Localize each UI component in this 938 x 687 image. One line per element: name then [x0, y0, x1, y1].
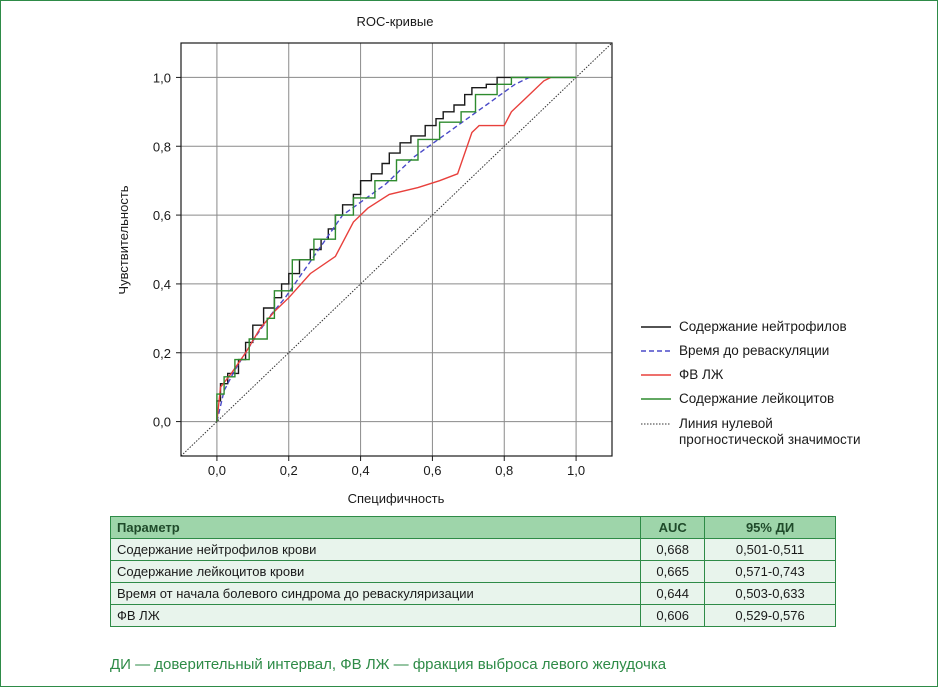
table-cell-ci: 0,501-0,511 [704, 538, 836, 561]
x-tick-label: 1,0 [567, 463, 585, 478]
y-tick-label: 0,0 [153, 415, 171, 430]
y-axis-label: Чувствительность [116, 185, 131, 294]
table-cell-ci: 0,529-0,576 [704, 604, 836, 627]
table-row: ФВ ЛЖ 0,606 0,529-0,576 [109, 604, 836, 627]
table-row: Время от начала болевого синдрома до рев… [109, 582, 836, 605]
legend-label: Содержание нейтрофилов [679, 319, 847, 334]
y-tick-label: 0,6 [153, 208, 171, 223]
y-tick-label: 0,4 [153, 277, 171, 292]
table-cell-ci: 0,571-0,743 [704, 560, 836, 583]
table-header-parameter: Параметр [109, 516, 642, 539]
x-tick-label: 0,4 [352, 463, 370, 478]
table-header-auc: AUC [640, 516, 706, 539]
table-cell-parameter: Содержание лейкоцитов крови [109, 560, 642, 583]
x-axis-label: Специфичность [348, 491, 445, 506]
legend-label: Линия нулевой [679, 416, 773, 431]
table-cell-parameter: ФВ ЛЖ [109, 604, 642, 627]
x-tick-label: 0,2 [280, 463, 298, 478]
table-header-ci: 95% ДИ [704, 516, 836, 539]
chart-title: ROC-кривые [357, 14, 434, 29]
legend-label: ФВ ЛЖ [679, 367, 724, 382]
roc-chart: ROC-кривые 0,0 0,2 0,4 0,6 0,8 1,00,00,20,40,… [116, 14, 861, 506]
table-cell-auc: 0,606 [640, 604, 706, 627]
tick-labels: 0,0 0,2 0,4 0,6 0,8 1,0 0,0 0,2 0,4 0,6 0,8 1,0 [153, 70, 585, 478]
y-tick-label: 0,8 [153, 139, 171, 154]
series-line-1 [216, 76, 530, 422]
reference-diagonal [180, 42, 613, 457]
grid [181, 43, 612, 456]
table-cell-parameter: Содержание нейтрофилов крови [109, 538, 642, 561]
x-tick-label: 0,6 [423, 463, 441, 478]
x-tick-label: 0,0 [208, 463, 226, 478]
table-header-row: Параметр AUC 95% ДИ [109, 516, 836, 539]
y-tick-label: 0,2 [153, 346, 171, 361]
table-cell-auc: 0,668 [640, 538, 706, 561]
table-cell-parameter: Время от начала болевого синдрома до рев… [109, 582, 642, 605]
series-line-0 [216, 76, 577, 422]
legend-label: прогностической значимости [679, 432, 861, 447]
series-line-4 [180, 42, 613, 457]
x-tick-label: 0,8 [495, 463, 513, 478]
legend-label: Содержание лейкоцитов [679, 391, 834, 406]
table-cell-auc: 0,665 [640, 560, 706, 583]
table-row: Содержание лейкоцитов крови 0,665 0,571-… [109, 560, 836, 583]
series-lines [216, 76, 577, 422]
footnote: ДИ — доверительный интервал, ФВ ЛЖ — фра… [110, 656, 667, 673]
series-line-3 [216, 76, 577, 422]
table-cell-auc: 0,644 [640, 582, 706, 605]
auc-table: Параметр AUC 95% ДИ Содержание нейтрофил… [109, 516, 836, 627]
series-line-2 [216, 76, 552, 422]
legend-label: Время до реваскуляции [679, 343, 829, 358]
y-tick-label: 1,0 [153, 70, 171, 85]
plot-area-frame [180, 42, 613, 457]
legend: Содержание нейтрофилов Время до реваскуля… [641, 319, 861, 447]
table-cell-ci: 0,503-0,633 [704, 582, 836, 605]
table-row: Содержание нейтрофилов крови 0,668 0,501… [109, 538, 836, 561]
